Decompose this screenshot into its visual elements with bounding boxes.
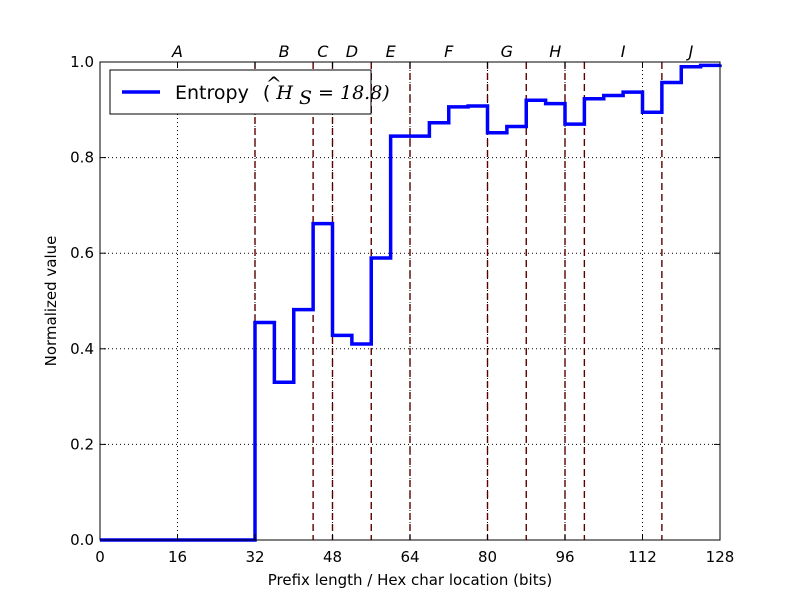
segment-label-b: B xyxy=(279,42,290,61)
legend-math-eq: = 18.8) xyxy=(318,82,390,104)
x-tick-label-48: 48 xyxy=(323,548,342,566)
segment-boundaries xyxy=(254,62,663,540)
segment-label-j: J xyxy=(686,42,694,61)
series-line-entropy xyxy=(100,63,722,542)
y-tick-label-5: 1.0 xyxy=(70,53,94,71)
x-tick-label-96: 96 xyxy=(555,548,574,566)
segment-label-d: D xyxy=(346,42,358,61)
x-tick-label-16: 16 xyxy=(168,548,187,566)
x-axis-label: Prefix length / Hex char location (bits) xyxy=(268,571,553,589)
x-tick-label-32: 32 xyxy=(245,548,264,566)
series-layer xyxy=(100,63,722,542)
segment-label-c: C xyxy=(317,42,329,61)
x-tick-label-112: 112 xyxy=(628,548,657,566)
axis-ticks: 0 16 32 48 64 80 96 112 128 0.0 0.2 0.4 0.6 0.8 1.0 xyxy=(70,53,734,566)
grid xyxy=(100,62,720,540)
x-tick-label-80: 80 xyxy=(478,548,497,566)
legend-series-name: Entropy xyxy=(175,82,249,104)
segment-label-e: E xyxy=(386,42,397,61)
segment-label-i: I xyxy=(621,42,626,61)
legend: Entropy ( H S = 18.8) ^ xyxy=(109,69,390,115)
segment-label-g: G xyxy=(501,42,513,61)
segment-label-a: A xyxy=(171,42,183,61)
y-tick-label-4: 0.8 xyxy=(70,149,94,167)
legend-math-sub: S xyxy=(299,87,312,109)
legend-math-h: H xyxy=(275,82,293,104)
legend-paren: ( xyxy=(263,82,270,104)
y-tick-label-1: 0.2 xyxy=(70,435,94,453)
segment-label-h: H xyxy=(549,42,561,61)
legend-hat: ^ xyxy=(266,73,282,95)
x-tick-label-0: 0 xyxy=(95,548,105,566)
y-tick-label-3: 0.6 xyxy=(70,244,94,262)
segment-label-f: F xyxy=(444,42,454,61)
x-tick-label-128: 128 xyxy=(706,548,735,566)
x-tick-label-64: 64 xyxy=(400,548,419,566)
y-axis-label: Normalized value xyxy=(42,236,60,367)
y-tick-label-2: 0.4 xyxy=(70,340,94,358)
legend-label-entropy: Entropy ( H S = 18.8) xyxy=(175,82,390,109)
y-tick-label-0: 0.0 xyxy=(70,531,94,549)
